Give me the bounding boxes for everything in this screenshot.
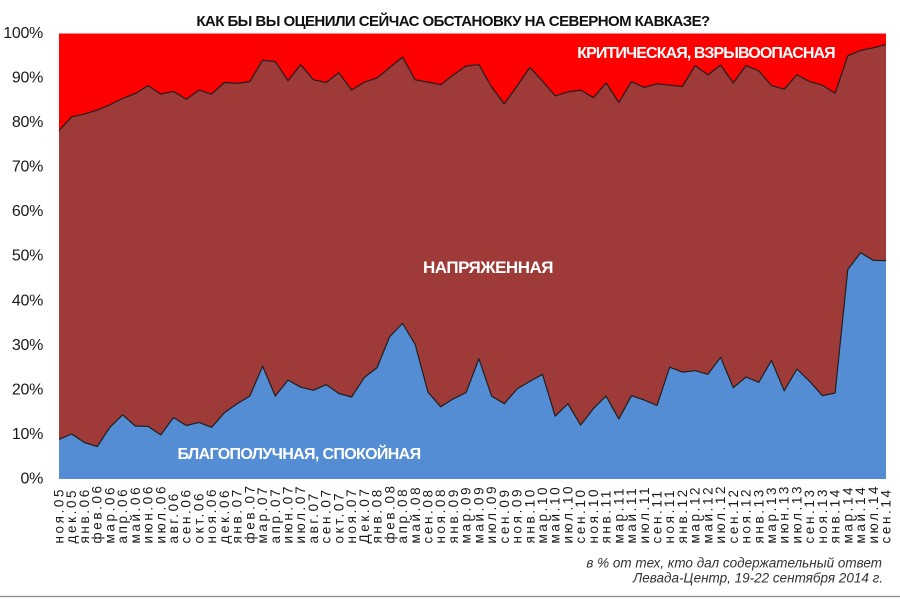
svg-text:сен.11: сен.11 [649,488,664,543]
svg-text:сен.14: сен.14 [879,487,894,543]
svg-text:янв.10: янв.10 [522,487,537,543]
svg-text:мар.06: мар.06 [102,485,117,544]
svg-text:40%: 40% [12,292,43,309]
svg-text:ноя.09: ноя.09 [510,487,525,544]
svg-text:ноя.13: ноя.13 [815,487,830,544]
svg-text:апр.08: апр.08 [395,487,410,544]
svg-text:фев.07: фев.07 [242,483,257,543]
svg-text:июл.06: июл.06 [153,484,168,544]
svg-text:20%: 20% [12,381,43,398]
svg-text:июн.07: июн.07 [281,484,296,544]
svg-text:0%: 0% [20,471,43,488]
svg-text:янв.14: янв.14 [828,487,843,543]
svg-text:30%: 30% [12,337,43,354]
svg-text:Дек.07: Дек.07 [357,487,372,544]
svg-text:авг.06: авг.06 [166,491,181,543]
svg-text:июл.13: июл.13 [789,484,804,544]
svg-text:ноя.05: ноя.05 [52,487,67,544]
svg-text:май.12: май.12 [700,485,715,544]
svg-text:янв.12: янв.12 [675,487,690,543]
svg-text:июл.14: июл.14 [866,484,881,544]
svg-text:Левада-Центр, 19-22 сентября 2: Левада-Центр, 19-22 сентября 2014 г. [632,571,883,586]
svg-text:янв.06: янв.06 [77,487,92,543]
svg-text:БЛАГОПОЛУЧНАЯ, СПОКОЙНАЯ: БЛАГОПОЛУЧНАЯ, СПОКОЙНАЯ [178,444,421,463]
svg-text:ноя.11: ноя.11 [662,488,677,544]
svg-text:май.10: май.10 [548,485,563,544]
svg-text:мар.10: мар.10 [535,485,550,544]
svg-text:сен.09: сен.09 [497,487,512,543]
svg-text:сен.10: сен.10 [573,487,588,543]
svg-text:июл.11: июл.11 [637,485,652,544]
svg-text:окт.06: окт.06 [191,491,206,544]
svg-text:КАК БЫ ВЫ ОЦЕНИЛИ СЕЙЧАС ОБСТА: КАК БЫ ВЫ ОЦЕНИЛИ СЕЙЧАС ОБСТАНОВКУ НА С… [196,12,710,30]
svg-text:80%: 80% [12,114,43,131]
svg-text:дек.05: дек.05 [64,488,79,544]
svg-text:июл.09: июл.09 [484,484,499,544]
svg-text:НАПРЯЖЕННАЯ: НАПРЯЖЕННАЯ [423,258,553,277]
svg-text:сен.08: сен.08 [420,487,435,543]
svg-text:май.06: май.06 [128,485,143,544]
svg-text:ноя.06: ноя.06 [204,487,219,544]
svg-text:окт.07: окт.07 [331,491,346,544]
svg-text:июл.10: июл.10 [560,484,575,544]
svg-text:май.09: май.09 [471,485,486,544]
svg-text:апр.06: апр.06 [115,487,130,544]
svg-text:янв.07: янв.07 [230,487,245,543]
svg-text:ноя.08: ноя.08 [433,487,448,544]
svg-text:май.08: май.08 [408,485,423,544]
svg-text:КРИТИЧЕСКАЯ, ВЗРЫВООПАСНАЯ: КРИТИЧЕСКАЯ, ВЗРЫВООПАСНАЯ [577,45,835,62]
svg-text:ноя.07: ноя.07 [344,487,359,544]
svg-text:в % от тех, кто дал содержател: в % от тех, кто дал содержательный ответ [586,556,882,571]
svg-text:сен.13: сен.13 [802,487,817,543]
svg-text:мар.09: мар.09 [459,485,474,544]
svg-text:100%: 100% [3,25,43,42]
svg-text:май.14: май.14 [853,485,868,544]
svg-text:60%: 60% [12,203,43,220]
svg-text:ноя.10: ноя.10 [586,487,601,544]
svg-text:янв.09: янв.09 [446,487,461,543]
svg-text:фев.08: фев.08 [382,483,397,543]
svg-text:июн.13: июн.13 [777,484,792,544]
svg-text:сен.06: сен.06 [179,487,194,543]
svg-text:ноя.12: ноя.12 [739,487,754,544]
svg-text:50%: 50% [12,248,43,265]
svg-text:янв.13: янв.13 [751,487,766,543]
svg-text:сен.07: сен.07 [319,487,334,543]
svg-text:июн.06: июн.06 [141,484,156,544]
svg-text:июл.12: июл.12 [713,484,728,544]
svg-text:янв.08: янв.08 [370,487,385,543]
svg-text:май.11: май.11 [624,486,639,544]
svg-text:мар.12: мар.12 [688,485,703,544]
svg-text:авг.07: авг.07 [306,491,321,543]
svg-text:сен.12: сен.12 [726,487,741,543]
svg-text:июл.07: июл.07 [293,484,308,544]
svg-text:апр.07: апр.07 [268,487,283,544]
svg-text:мар.14: мар.14 [840,485,855,544]
svg-text:70%: 70% [12,159,43,176]
svg-text:дек.06: дек.06 [217,488,232,544]
svg-text:фев.06: фев.06 [90,483,105,543]
svg-text:мар.13: мар.13 [764,485,779,544]
svg-text:10%: 10% [12,426,43,443]
svg-text:мар.07: мар.07 [255,485,270,544]
svg-text:мар.11: мар.11 [611,486,626,544]
svg-text:90%: 90% [12,70,43,87]
svg-text:янв.11: янв.11 [599,488,614,543]
